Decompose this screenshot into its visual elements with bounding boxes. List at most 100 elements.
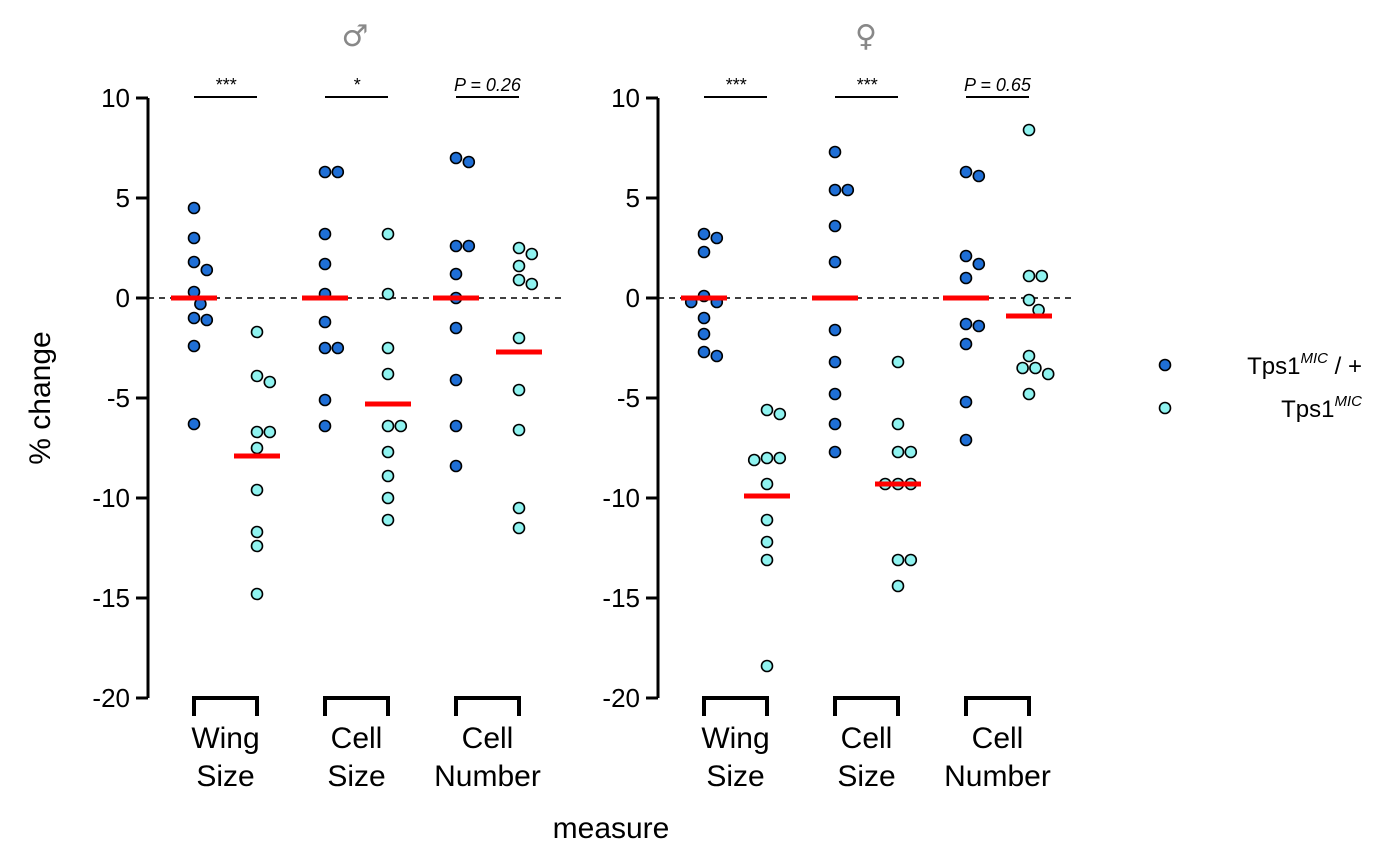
data-point-hom <box>891 553 905 567</box>
group-cell-number: P = 0.26 Cell Number <box>433 75 542 793</box>
y-tick-label: 0 <box>626 283 640 313</box>
data-point-hom <box>1016 361 1029 375</box>
category-label: Size <box>706 760 764 793</box>
data-point-het <box>828 387 842 401</box>
data-point-het <box>972 169 986 183</box>
category-label: Wing <box>701 722 769 755</box>
data-point-het <box>200 313 214 327</box>
data-point-het <box>828 145 842 159</box>
group-bracket <box>964 696 1031 716</box>
group-wing-size: *** Wing Size <box>171 75 280 793</box>
category-label: Size <box>196 760 254 793</box>
data-point-hom <box>760 659 774 673</box>
y-tick-label: -20 <box>92 683 130 713</box>
data-point-hom <box>263 375 277 389</box>
data-point-het <box>187 417 201 431</box>
data-point-het <box>959 337 973 351</box>
data-point-hom <box>747 453 761 467</box>
data-point-hom <box>760 513 774 527</box>
data-point-het <box>318 227 332 241</box>
data-point-het <box>318 165 332 179</box>
data-point-hom <box>760 553 774 567</box>
data-point-hom <box>773 451 787 465</box>
data-point-het <box>318 341 332 355</box>
category-label: Cell <box>841 722 893 755</box>
data-point-hom <box>891 355 905 369</box>
data-point-het <box>462 239 476 253</box>
legend-marker <box>1158 401 1172 415</box>
data-point-hom <box>250 325 264 339</box>
data-point-hom <box>250 441 264 455</box>
legend: Tps1MIC / + Tps1MIC <box>1158 350 1362 423</box>
category-label: Cell <box>462 722 514 755</box>
data-point-het <box>318 393 332 407</box>
data-point-het <box>318 257 332 271</box>
category-label: Size <box>327 760 385 793</box>
data-point-hom <box>381 367 395 381</box>
data-point-hom <box>381 513 395 527</box>
group-wing-size: *** Wing Size <box>681 75 790 793</box>
data-point-het <box>200 263 214 277</box>
data-point-hom <box>1022 349 1036 363</box>
panel-2: ♀ 10 5 0 -5 -10 -15 -20 *** Wing Size *** Cell Size P … <box>602 19 1075 793</box>
legend-entry-het: Tps1MIC / + <box>1158 350 1362 380</box>
data-point-het <box>187 255 201 269</box>
data-point-het <box>828 219 842 233</box>
data-point-hom <box>250 587 264 601</box>
data-point-hom <box>891 417 905 431</box>
data-point-het <box>828 355 842 369</box>
data-point-het <box>828 445 842 459</box>
data-point-het <box>318 315 332 329</box>
data-point-het <box>710 231 724 245</box>
data-point-het <box>187 231 201 245</box>
data-point-het <box>449 267 463 281</box>
y-tick-label: -15 <box>92 583 130 613</box>
data-point-het <box>959 433 973 447</box>
data-point-het <box>318 419 332 433</box>
data-point-hom <box>525 277 539 291</box>
group-bracket <box>192 696 259 716</box>
category-label: Wing <box>191 722 259 755</box>
data-point-hom <box>760 477 774 491</box>
panel-title: ♀ <box>855 19 877 54</box>
data-point-hom <box>250 369 264 383</box>
significance-label: *** <box>856 75 878 95</box>
data-point-hom <box>1041 367 1055 381</box>
data-point-het <box>449 239 463 253</box>
data-point-hom <box>381 445 395 459</box>
data-point-het <box>449 321 463 335</box>
data-point-hom <box>512 521 526 535</box>
data-point-hom <box>381 491 395 505</box>
data-point-hom <box>381 287 395 301</box>
y-tick-label: 10 <box>611 83 640 113</box>
y-tick-label: -20 <box>602 683 640 713</box>
legend-label: Tps1MIC <box>1281 393 1362 423</box>
data-point-hom <box>904 445 918 459</box>
x-axis-title: measure <box>553 812 670 845</box>
group-cell-size: * Cell Size <box>302 75 411 793</box>
data-point-hom <box>381 341 395 355</box>
group-cell-number: P = 0.65 Cell Number <box>943 75 1055 793</box>
group-bracket <box>323 696 390 716</box>
data-point-hom <box>1035 269 1049 283</box>
y-tick-label: -15 <box>602 583 640 613</box>
data-point-hom <box>381 419 395 433</box>
panel-title: ♂ <box>342 19 369 54</box>
data-point-het <box>697 311 711 325</box>
data-point-het <box>449 419 463 433</box>
data-point-het <box>187 311 201 325</box>
y-tick-label: -5 <box>617 383 640 413</box>
y-tick-label: 5 <box>116 183 130 213</box>
data-point-het <box>959 165 973 179</box>
data-point-het <box>331 165 345 179</box>
data-point-het <box>697 327 711 341</box>
category-label: Size <box>837 760 895 793</box>
data-point-het <box>710 349 724 363</box>
data-point-hom <box>263 425 277 439</box>
legend-entry-hom: Tps1MIC <box>1158 393 1362 423</box>
data-point-hom <box>760 451 774 465</box>
category-label: Cell <box>331 722 383 755</box>
data-point-hom <box>512 423 526 437</box>
data-point-het <box>972 319 986 333</box>
